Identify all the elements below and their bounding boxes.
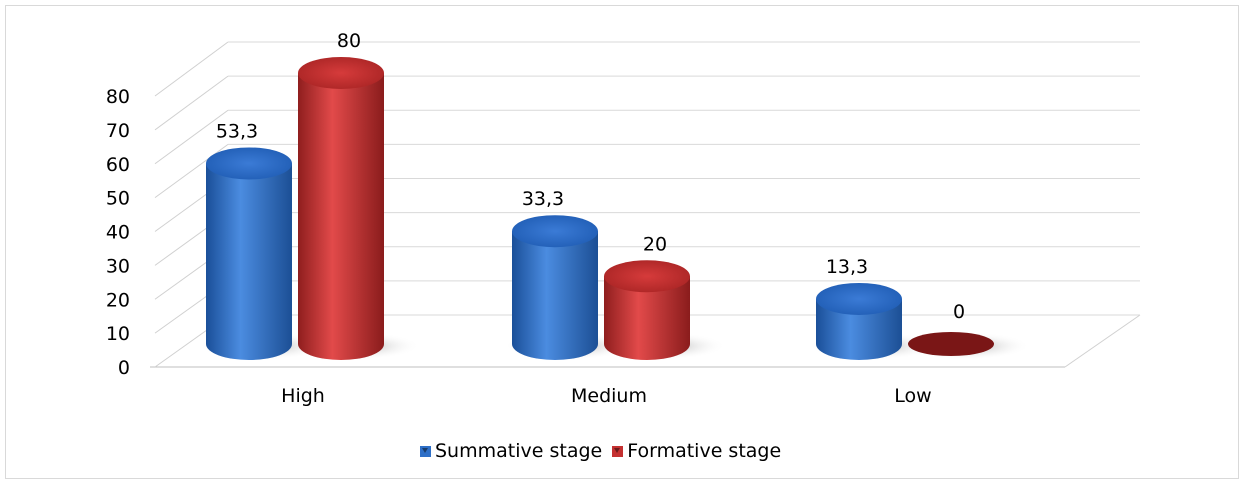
bar-top-cap (512, 215, 598, 248)
legend-label-formative: Formative stage (627, 440, 782, 462)
data-label: 33,3 (522, 188, 564, 210)
bar-summative-stage-medium (512, 231, 598, 360)
y-tick-label: 70 (106, 120, 130, 142)
legend-item-summative: Summative stage (420, 440, 602, 462)
legend-label-summative: Summative stage (435, 440, 603, 462)
data-label: 53,3 (216, 120, 258, 142)
y-tick-label: 60 (106, 154, 130, 176)
data-label: 20 (643, 233, 667, 255)
legend-swatch-formative (612, 445, 624, 457)
bar-top-cap (298, 57, 384, 89)
bar-formative-stage-high (298, 73, 384, 360)
y-tick-label: 40 (106, 222, 130, 244)
bar-top-cap (604, 260, 690, 293)
y-tick-label: 80 (106, 86, 130, 108)
category-label: Low (894, 385, 931, 407)
gridline-diagonal (154, 109, 229, 165)
data-label: 0 (953, 301, 965, 323)
legend-swatch-summative (420, 445, 431, 457)
gridline-diagonal (154, 41, 229, 97)
bar-summative-stage-low (816, 298, 902, 360)
data-label: 80 (337, 30, 361, 52)
data-label: 13,3 (826, 256, 868, 278)
gridline-diagonal (154, 75, 229, 131)
gridline-diagonal (154, 143, 229, 199)
bar-top-cap (206, 147, 292, 180)
chart-legend: Summative stage Formative stage (420, 440, 791, 462)
category-label: High (281, 385, 325, 407)
bar-formative-stage-medium (604, 276, 690, 360)
bar-summative-stage-high (206, 163, 292, 360)
bar-formative-stage-low (908, 332, 994, 356)
bar-top-cap (816, 282, 902, 315)
y-tick-label: 0 (118, 357, 130, 379)
y-tick-label: 50 (106, 188, 130, 210)
y-tick-label: 20 (106, 289, 130, 311)
legend-item-formative: Formative stage (612, 440, 781, 462)
y-tick-label: 30 (106, 255, 130, 277)
floor-edge-line (1064, 314, 1141, 368)
y-tick-label: 10 (106, 323, 130, 345)
category-label: Medium (571, 385, 647, 407)
